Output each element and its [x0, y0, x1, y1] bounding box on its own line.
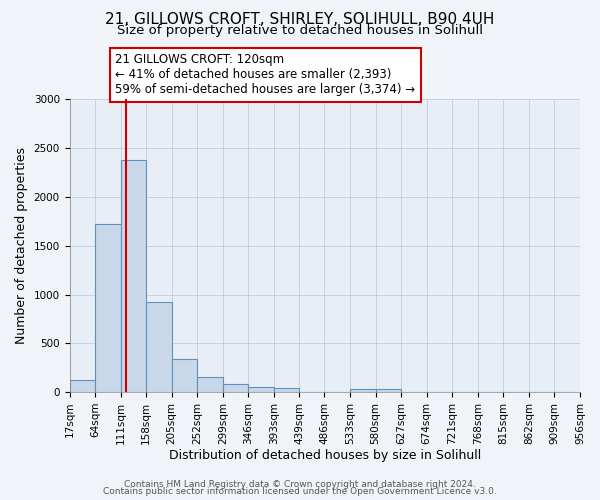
- Bar: [274, 388, 299, 392]
- Text: 21, GILLOWS CROFT, SHIRLEY, SOLIHULL, B90 4UH: 21, GILLOWS CROFT, SHIRLEY, SOLIHULL, B9…: [106, 12, 494, 28]
- Text: Size of property relative to detached houses in Solihull: Size of property relative to detached ho…: [117, 24, 483, 37]
- X-axis label: Distribution of detached houses by size in Solihull: Distribution of detached houses by size …: [169, 450, 481, 462]
- Bar: [223, 384, 248, 392]
- Y-axis label: Number of detached properties: Number of detached properties: [15, 147, 28, 344]
- Text: Contains HM Land Registry data © Crown copyright and database right 2024.: Contains HM Land Registry data © Crown c…: [124, 480, 476, 489]
- Text: 21 GILLOWS CROFT: 120sqm
← 41% of detached houses are smaller (2,393)
59% of sem: 21 GILLOWS CROFT: 120sqm ← 41% of detach…: [115, 54, 416, 96]
- Bar: [376, 389, 401, 392]
- Bar: [70, 380, 95, 392]
- Bar: [172, 359, 197, 392]
- Bar: [197, 377, 223, 392]
- Bar: [350, 389, 376, 392]
- Bar: [146, 302, 172, 392]
- Text: Contains public sector information licensed under the Open Government Licence v3: Contains public sector information licen…: [103, 488, 497, 496]
- Bar: [121, 160, 146, 392]
- Bar: [248, 387, 274, 392]
- Bar: [95, 224, 121, 392]
